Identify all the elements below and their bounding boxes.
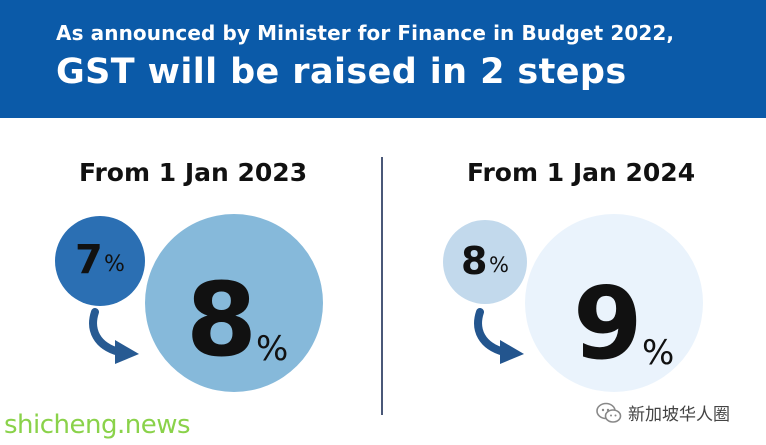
step2-new-rate-circle: [525, 214, 703, 392]
step2-old-rate-circle: [443, 220, 527, 304]
step2-new-percent: %: [642, 333, 675, 373]
step2-arrow-icon: [474, 308, 524, 364]
step1-new-rate-circle: [145, 214, 323, 392]
step2-date: From 1 Jan 2024: [467, 158, 696, 187]
watermark-wechat: 新加坡华人圈: [596, 400, 730, 425]
step2-old-percent: %: [489, 253, 509, 277]
watermark-site: shicheng.news: [4, 410, 191, 440]
wechat-icon: [596, 402, 622, 423]
step1-old-rate: 7: [75, 237, 103, 283]
step2-new-rate: 9: [573, 265, 643, 382]
column-divider: [381, 157, 383, 415]
step2-old-rate: 8: [461, 239, 488, 283]
step1-old-percent: %: [104, 252, 125, 277]
watermark-account-name: 新加坡华人圈: [628, 405, 730, 425]
header-title: GST will be raised in 2 steps: [56, 52, 627, 92]
step1-new-rate: 8: [186, 261, 257, 380]
step1-new-percent: %: [256, 329, 289, 369]
header-subtitle: As announced by Minister for Finance in …: [56, 21, 675, 45]
step1-arrow-icon: [89, 308, 139, 364]
header-banner: As announced by Minister for Finance in …: [0, 0, 766, 118]
step1-old-rate-circle: [55, 216, 145, 306]
step1-date: From 1 Jan 2023: [79, 158, 308, 187]
